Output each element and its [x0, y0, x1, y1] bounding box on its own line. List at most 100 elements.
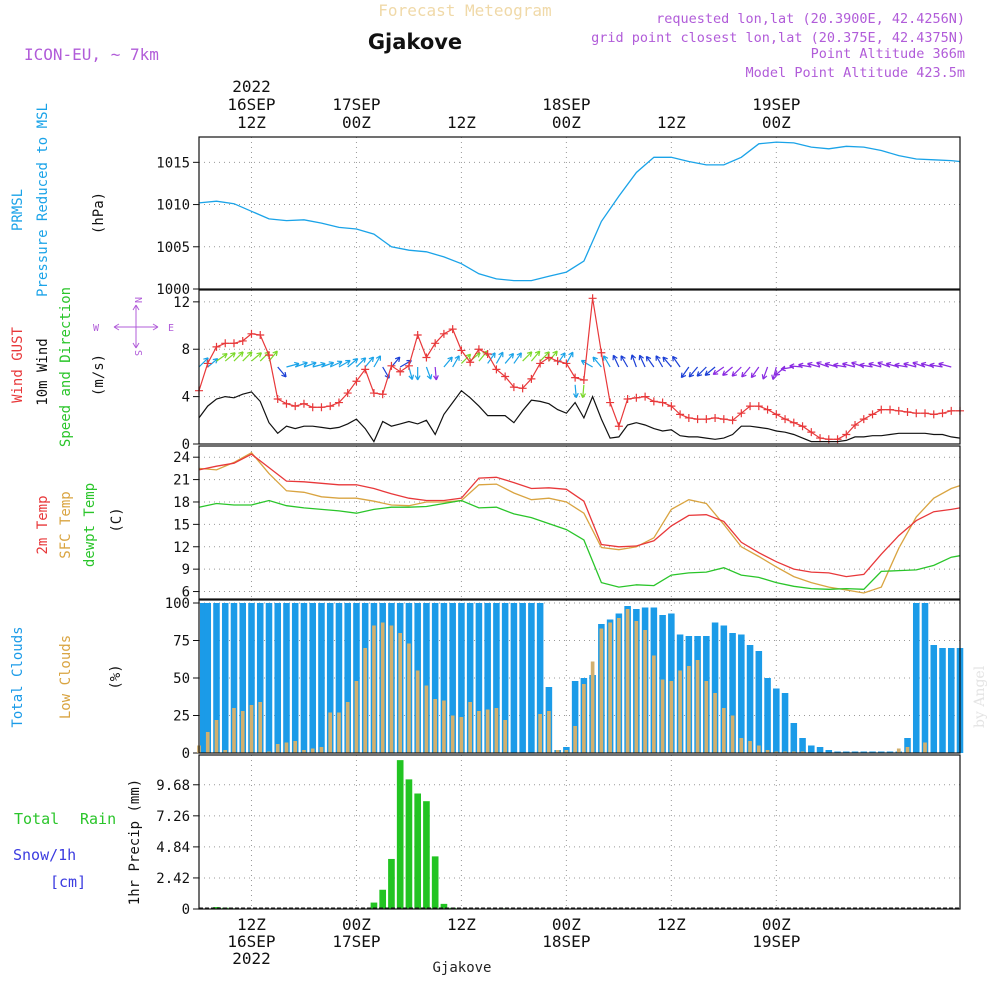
low-cloud-bar [617, 618, 621, 753]
gust-marker [474, 345, 483, 354]
wind-direction-arrow [425, 366, 433, 380]
wind-direction-arrow [592, 356, 602, 368]
bottom-time-label: 18SEP [542, 932, 590, 951]
gust-marker [842, 430, 851, 439]
wind-direction-arrow [630, 354, 637, 368]
low-cloud-bars [197, 609, 927, 753]
low-cloud-bar [695, 660, 700, 753]
y-tick-label: 4 [182, 390, 190, 406]
y-tick-label: 100 [165, 596, 190, 612]
gust-marker [938, 409, 947, 418]
wind-direction-arrow [321, 361, 335, 368]
total-cloud-bar [851, 751, 859, 753]
wind-direction-arrow [548, 350, 558, 362]
gust-marker [623, 394, 632, 403]
total-cloud-bar [300, 603, 308, 753]
gust-marker [264, 351, 273, 360]
wind-direction-arrow [638, 354, 646, 368]
wind-direction-arrow [329, 360, 343, 368]
bottom-time-label: 19SEP [752, 932, 800, 951]
gust-marker [649, 397, 658, 406]
wind-direction-arrow [295, 361, 308, 368]
gust-marker [877, 405, 886, 414]
total-cloud-bar [536, 603, 544, 753]
gust-marker [422, 353, 431, 362]
gust-marker [553, 357, 562, 366]
low-cloud-bar [643, 630, 647, 753]
wind-direction-arrow [903, 361, 917, 368]
low-cloud-bar [240, 711, 245, 753]
gust-marker [641, 392, 650, 401]
watermark: by Angel [972, 665, 988, 728]
low-cloud-bar [652, 655, 656, 753]
gust-marker [317, 403, 326, 412]
requested-coords: requested lon,lat (20.3900E, 42.4256N) [656, 11, 965, 27]
low-cloud-bar [687, 666, 691, 753]
bottom-time-label: 00Z [762, 915, 791, 934]
top-time-label: 12Z [657, 113, 686, 132]
wind-direction-arrow [662, 356, 672, 368]
wind-direction-arrow [452, 355, 460, 368]
temperature-grid [199, 446, 960, 599]
total-cloud-bar [309, 603, 316, 753]
total-cloud-bar [484, 603, 491, 753]
gust-marker [361, 365, 370, 374]
low-cloud-bar [407, 643, 411, 753]
wind-direction-arrow [894, 362, 908, 369]
low-cloud-bar [503, 720, 507, 753]
gust-marker [466, 358, 475, 367]
wind-direction-arrow [672, 355, 681, 368]
bottom-time-label: 00Z [552, 915, 581, 934]
total-cloud-bar [353, 603, 360, 753]
low-cloud-bar [590, 661, 595, 753]
total-cloud-bar [825, 750, 833, 753]
gust-marker [509, 383, 518, 392]
location-title: Gjakove [368, 30, 462, 54]
gust-markers [195, 294, 964, 444]
wind-frame [198, 289, 961, 445]
gust-marker [807, 428, 816, 437]
y-tick-label: 7.26 [156, 809, 190, 825]
gust-marker [326, 402, 335, 411]
wind-y-axis: 0 4 8 12 [173, 295, 199, 453]
total-cloud-bar [746, 645, 754, 753]
gust-marker [212, 342, 221, 351]
top-time-label: 16SEP [227, 95, 275, 114]
low-cloud-bar [293, 741, 298, 753]
gust-marker [929, 410, 938, 419]
top-time-label: 00Z [552, 113, 581, 132]
gust-marker [772, 410, 781, 419]
total-cloud-bar [318, 603, 325, 753]
model-label: ICON-EU, ~ 7km [24, 45, 159, 64]
wind-direction-arrow [565, 351, 574, 364]
low-cloud-bar [905, 747, 910, 753]
gust-marker [387, 361, 396, 370]
gust-marker [448, 325, 457, 334]
wind-direction-arrow [495, 351, 504, 364]
low-cloud-bar [660, 679, 665, 753]
gust-marker [886, 405, 895, 414]
top-time-label: 2022 [232, 77, 271, 96]
low-cloud-bar [389, 625, 394, 753]
compass-arrows-icon [113, 304, 159, 349]
wind-direction-arrow [408, 366, 415, 380]
total-cloud-bar [423, 603, 430, 753]
low-cloud-bar [564, 750, 569, 753]
y-tick-label: 4.84 [156, 840, 190, 856]
total-cloud-bar [431, 603, 439, 753]
gust-marker [658, 398, 667, 407]
temperature-y-axis: 6 9 12 15 18 21 24 [173, 450, 199, 601]
wind-series-line [198, 389, 961, 443]
wind-direction-arrow [303, 361, 317, 368]
total-cloud-bar [781, 693, 789, 753]
wind-direction-arrow [859, 362, 873, 369]
low-cloud-bar [354, 681, 359, 753]
bottom-time-label: 12Z [657, 915, 686, 934]
wind-direction-arrow [612, 354, 620, 368]
total-cloud-bar [221, 603, 229, 753]
top-time-label: 00Z [762, 113, 791, 132]
temp-2m-series-line [198, 453, 961, 578]
wind-direction-arrow [741, 366, 751, 378]
gust-marker [439, 329, 448, 338]
